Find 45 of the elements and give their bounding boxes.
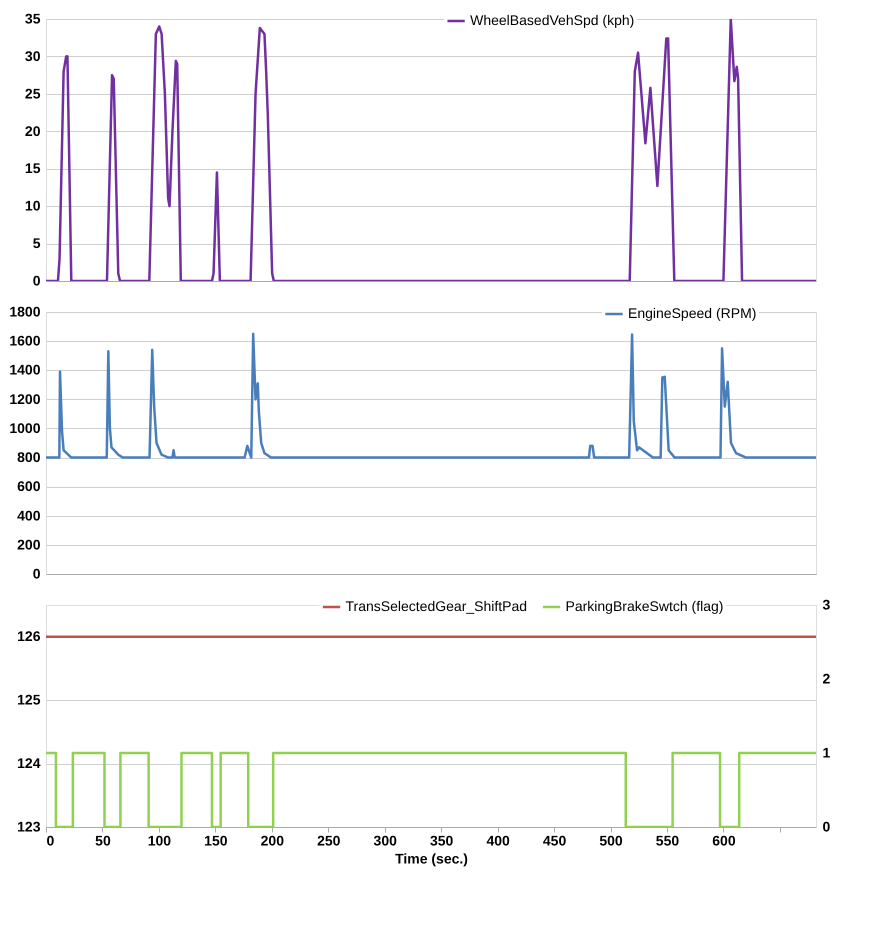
x-tick-label: 100 xyxy=(148,832,172,848)
y-tick-label: 15 xyxy=(24,160,41,176)
y2-tick-label: 0 xyxy=(822,818,830,834)
x-tick-label: 300 xyxy=(374,832,398,848)
x-tick-label: 550 xyxy=(656,832,680,848)
y-tick-label: 20 xyxy=(24,122,41,139)
y-tick-label: 124 xyxy=(17,755,41,772)
x-tick-label: 350 xyxy=(430,832,454,848)
x-tick-label: 50 xyxy=(95,832,111,848)
x-tick-label: 600 xyxy=(712,832,736,848)
y-tick-label: 10 xyxy=(24,198,41,214)
y-tick-label: 1600 xyxy=(9,332,41,349)
y-tick-label: 1400 xyxy=(9,362,41,378)
y-tick-label: 1800 xyxy=(9,304,41,320)
y-tick-label: 0 xyxy=(32,566,41,582)
y-tick-label: 25 xyxy=(24,85,41,102)
y-tick-label: 30 xyxy=(24,48,41,64)
y2-tick-label: 2 xyxy=(822,670,830,686)
y-tick-label: 125 xyxy=(17,692,41,708)
y-tick-label: 1000 xyxy=(9,420,41,436)
x-axis-title: Time (sec.) xyxy=(395,850,468,866)
x-tick-label: 500 xyxy=(599,832,623,848)
y-tick-label: 800 xyxy=(17,449,41,466)
x-tick-label: 450 xyxy=(542,832,566,848)
y-tick-label: 1200 xyxy=(9,390,41,407)
y-tick-label: 35 xyxy=(24,10,41,26)
y2-tick-label: 1 xyxy=(822,744,830,760)
x-tick-label: 200 xyxy=(260,832,284,848)
y-tick-label: 0 xyxy=(32,272,41,288)
y-tick-label: 123 xyxy=(17,818,41,834)
x-tick-label: 0 xyxy=(46,832,54,848)
line-series xyxy=(46,332,816,459)
x-tick-label: 250 xyxy=(317,832,341,848)
x-tick-label: 400 xyxy=(486,832,510,848)
y-tick-label: 600 xyxy=(17,478,41,494)
y-tick-label: 5 xyxy=(32,235,41,252)
y2-tick-label: 3 xyxy=(822,596,830,612)
legend-label: TransSelectedGear_ShiftPad xyxy=(346,598,528,614)
x-tick-label: 150 xyxy=(204,832,228,848)
legend-label: EngineSpeed (RPM) xyxy=(628,305,756,321)
y-tick-label: 126 xyxy=(17,628,41,644)
legend-label: WheelBasedVehSpd (kph) xyxy=(470,12,634,28)
y-tick-label: 400 xyxy=(17,507,41,524)
legend-label: ParkingBrakeSwtch (flag) xyxy=(566,598,724,614)
y-tick-label: 200 xyxy=(17,536,41,552)
